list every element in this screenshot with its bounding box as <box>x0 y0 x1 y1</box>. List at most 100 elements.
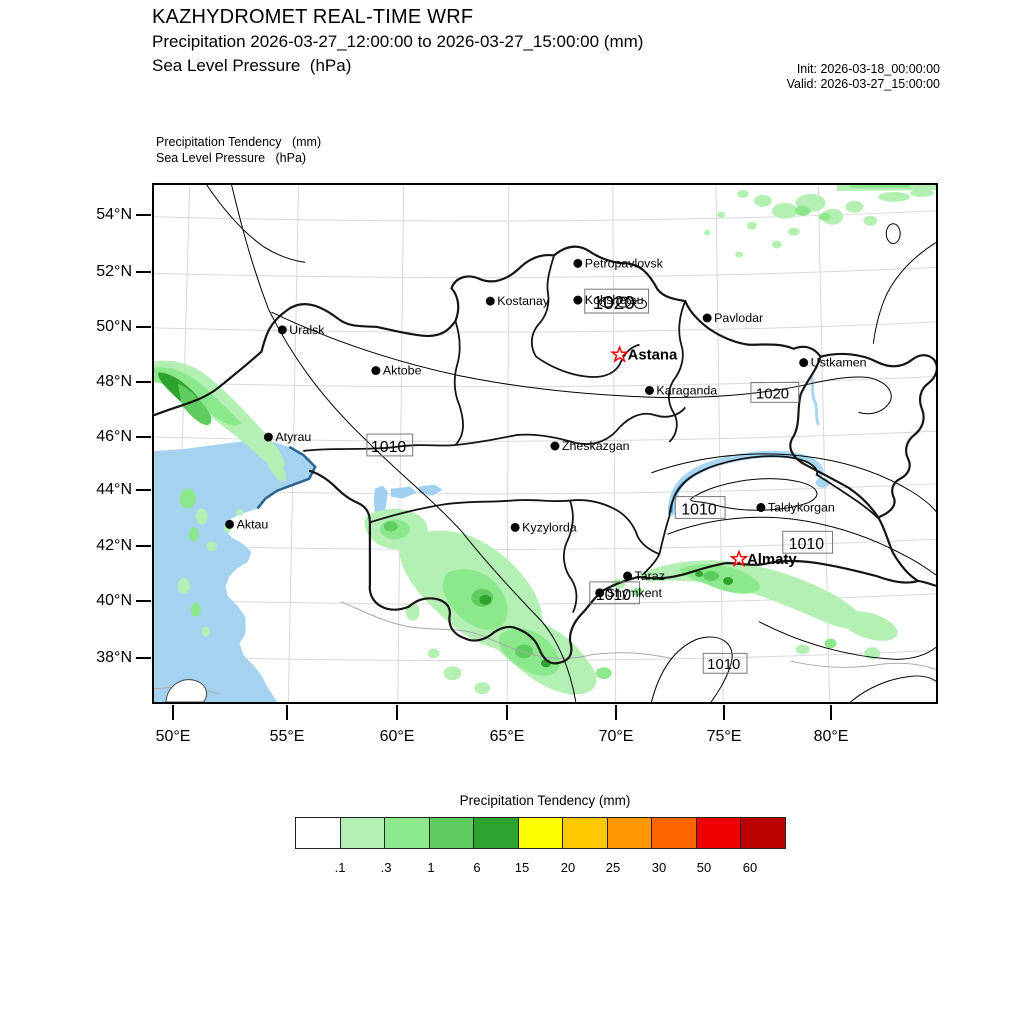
lon-label-60e: 60°E <box>379 728 415 745</box>
precipitation-areas <box>154 185 936 696</box>
aral-sea-patch2 <box>418 484 443 496</box>
city-kyzylorda: Kyzylorda <box>510 520 577 534</box>
city-shymkent: Shymkent <box>595 586 662 600</box>
lon-tick <box>396 705 398 720</box>
city-pavlodar: Pavlodar <box>702 311 763 325</box>
lat-tick <box>136 436 151 438</box>
svg-text:1010: 1010 <box>707 657 740 673</box>
city-kokshetau: Kokshetau <box>573 293 644 307</box>
colorbar-tick: 30 <box>651 860 667 875</box>
city-zheskazgan: Zheskazgan <box>550 439 630 453</box>
svg-text:Kostanay: Kostanay <box>497 294 550 308</box>
lon-tick <box>615 705 617 720</box>
lat-label-44n: 44°N <box>96 481 132 498</box>
lat-tick <box>136 326 151 328</box>
city-taraz: Taraz <box>623 569 665 583</box>
svg-text:Kyzylorda: Kyzylorda <box>522 520 577 534</box>
lon-tick <box>506 705 508 720</box>
valid-timestamp: Valid: 2026-03-27_15:00:00 <box>786 77 940 91</box>
svg-text:Astana: Astana <box>628 348 678 364</box>
lon-tick <box>172 705 174 720</box>
svg-text:1010: 1010 <box>789 536 825 553</box>
map-legend-pressure: Sea Level Pressure (hPa) <box>156 151 307 165</box>
svg-text:Uralsk: Uralsk <box>289 323 325 337</box>
lat-label-52n: 52°N <box>96 263 132 280</box>
colorbar-tick: 6 <box>473 860 481 875</box>
lat-label-46n: 46°N <box>96 428 132 445</box>
lon-label-55e: 55°E <box>269 728 305 745</box>
colorbar-cell <box>651 817 697 849</box>
lat-tick <box>136 657 151 659</box>
svg-text:1020: 1020 <box>593 292 635 313</box>
svg-text:1010: 1010 <box>596 587 632 604</box>
lon-label-75e: 75°E <box>706 728 742 745</box>
colorbar-tick: 20 <box>560 860 576 875</box>
colorbar-tick: 60 <box>742 860 758 875</box>
weather-map-canvas: Kokshetau 1020 1020 1010 1010 1010 1010 … <box>152 183 938 704</box>
colorbar-cell <box>695 817 742 849</box>
aral-sea-patch <box>390 486 417 499</box>
svg-text:Zheskazgan: Zheskazgan <box>562 439 630 453</box>
caspian-island-contour <box>165 679 207 702</box>
lon-tick <box>830 705 832 720</box>
city-aktobe: Aktobe <box>371 364 422 378</box>
lon-label-65e: 65°E <box>489 728 525 745</box>
svg-text:Ustkamen: Ustkamen <box>811 356 867 370</box>
page-title: KAZHYDROMET REAL-TIME WRF <box>152 6 474 28</box>
colorbar <box>295 817 797 849</box>
lat-tick <box>136 214 151 216</box>
lat-label-38n: 38°N <box>96 649 132 666</box>
svg-text:Taraz: Taraz <box>635 569 665 583</box>
colorbar-cell <box>517 817 564 849</box>
contour-labels: 1020 1020 1010 1010 1010 1010 1010 <box>366 288 834 674</box>
lat-tick <box>136 489 151 491</box>
cities: Petropavlovsk Kostanay Pavlodar Uralsk U… <box>225 256 867 600</box>
svg-text:1010: 1010 <box>371 439 407 456</box>
svg-text:1020: 1020 <box>756 386 789 402</box>
star-icon <box>610 345 630 363</box>
region-borders <box>154 245 936 665</box>
svg-text:Karaganda: Karaganda <box>656 383 717 397</box>
star-icon <box>729 549 749 568</box>
svg-text:Kokshetau: Kokshetau <box>585 293 644 307</box>
lon-label-70e: 70°E <box>598 728 634 745</box>
colorbar-tick: .1 <box>334 860 346 875</box>
city-karaganda: Karaganda <box>644 383 717 397</box>
lon-label-50e: 50°E <box>155 728 191 745</box>
colorbar-cell <box>473 817 519 849</box>
svg-text:Pavlodar: Pavlodar <box>714 311 763 325</box>
colorbar-cell <box>740 817 787 849</box>
city-kostanay: Kostanay <box>485 294 550 308</box>
svg-text:Aktobe: Aktobe <box>383 364 422 378</box>
svg-text:Aktau: Aktau <box>237 517 269 531</box>
colorbar-cell <box>562 817 608 849</box>
pressure-subtitle: Sea Level Pressure (hPa) <box>152 56 352 75</box>
lon-tick <box>286 705 288 720</box>
colorbar-tick: 1 <box>427 860 435 875</box>
svg-text:Petropavlovsk: Petropavlovsk <box>585 256 664 270</box>
city-uralsk: Uralsk <box>277 323 325 337</box>
svg-text:Taldykorgan: Taldykorgan <box>768 500 835 514</box>
precipitation-subtitle: Precipitation 2026-03-27_12:00:00 to 202… <box>152 32 644 51</box>
lat-label-50n: 50°N <box>96 318 132 335</box>
colorbar-cell <box>295 817 341 849</box>
capitals: Astana Almaty <box>610 345 797 568</box>
colorbar-tick: 15 <box>514 860 530 875</box>
city-atyrau: Atyrau <box>263 430 311 444</box>
city-taldykorgan: Taldykorgan <box>756 500 835 514</box>
svg-text:Atyrau: Atyrau <box>275 430 311 444</box>
capital-almaty: Almaty <box>729 549 797 568</box>
city-petropavlovsk: Petropavlovsk <box>573 256 664 270</box>
map-legend-precip: Precipitation Tendency (mm) <box>156 135 322 149</box>
lat-label-40n: 40°N <box>96 592 132 609</box>
colorbar-cell <box>339 817 386 849</box>
lat-label-54n: 54°N <box>96 206 132 223</box>
lat-tick <box>136 271 151 273</box>
capital-astana: Astana <box>610 345 678 364</box>
colorbar-cell <box>384 817 430 849</box>
lon-label-80e: 80°E <box>813 728 849 745</box>
city-ustkamen: Ustkamen <box>799 356 867 370</box>
colorbar-cell <box>428 817 475 849</box>
lake-balkhash <box>667 450 824 516</box>
